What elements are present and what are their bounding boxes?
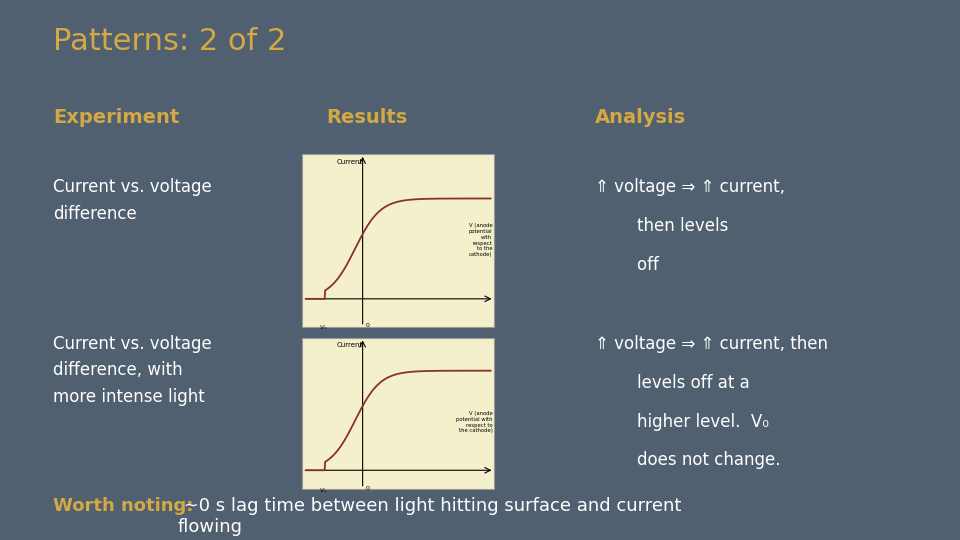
FancyBboxPatch shape	[302, 154, 494, 327]
Text: Results: Results	[326, 108, 408, 127]
FancyBboxPatch shape	[302, 338, 494, 489]
Text: levels off at a: levels off at a	[595, 374, 750, 391]
Text: then levels: then levels	[595, 217, 729, 235]
Text: ~0 s lag time between light hitting surface and current
flowing: ~0 s lag time between light hitting surf…	[178, 497, 681, 536]
Text: Experiment: Experiment	[53, 108, 180, 127]
Text: Current vs. voltage
difference: Current vs. voltage difference	[53, 178, 211, 222]
Text: ⇑ voltage ⇒ ⇑ current, then: ⇑ voltage ⇒ ⇑ current, then	[595, 335, 828, 353]
Text: higher level.  V₀: higher level. V₀	[595, 413, 769, 430]
Text: Worth noting:: Worth noting:	[53, 497, 193, 515]
Text: Current vs. voltage
difference, with
more intense light: Current vs. voltage difference, with mor…	[53, 335, 211, 406]
Text: Analysis: Analysis	[595, 108, 686, 127]
Text: does not change.: does not change.	[595, 451, 780, 469]
Text: ⇑ voltage ⇒ ⇑ current,: ⇑ voltage ⇒ ⇑ current,	[595, 178, 785, 196]
Text: Patterns: 2 of 2: Patterns: 2 of 2	[53, 27, 286, 56]
Text: off: off	[595, 256, 660, 274]
